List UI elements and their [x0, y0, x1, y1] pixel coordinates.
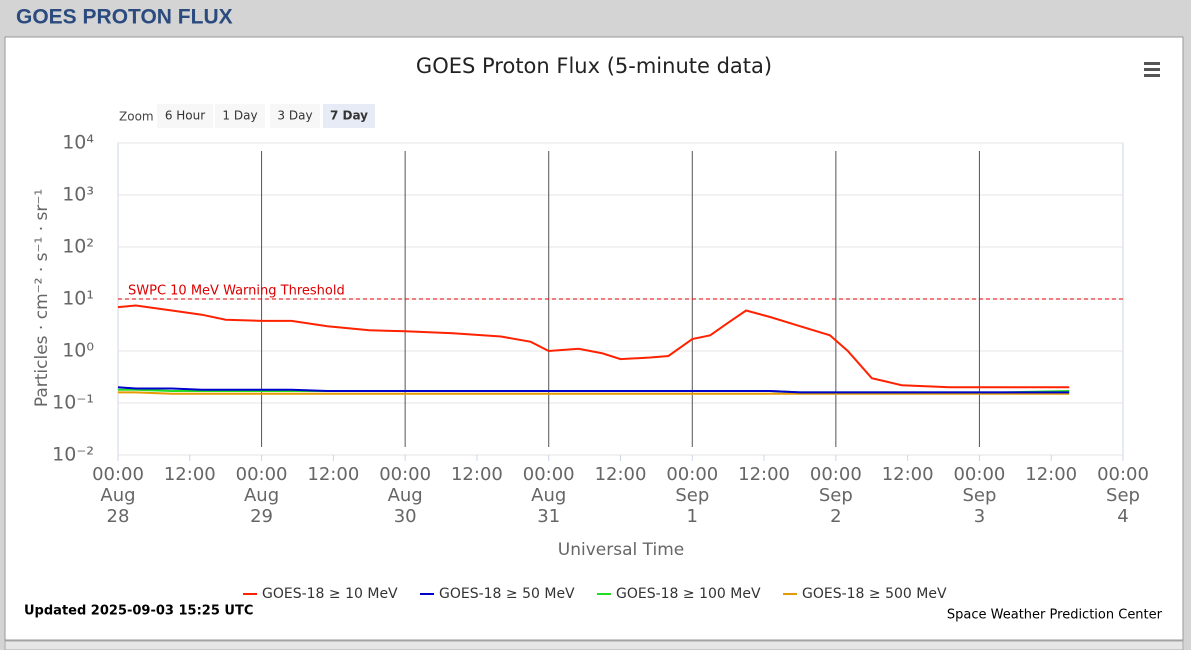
date-label: Aug 31 [531, 485, 567, 527]
date-label: Sep 3 [962, 485, 997, 527]
date-label-box: Sep 3 [962, 485, 997, 527]
legend-label: GOES-18 ≥ 50 MeV [439, 586, 575, 602]
date-label-box: Aug 31 [531, 485, 567, 527]
threshold-label: SWPC 10 MeV Warning Threshold [128, 284, 345, 299]
x-tick-label: 00:00 [236, 464, 288, 485]
date-label: Aug 30 [387, 485, 423, 527]
x-tick-label: 00:00 [810, 464, 862, 485]
x-tick-label: 12:00 [451, 464, 503, 485]
page-header: GOES PROTON FLUX [16, 6, 233, 29]
x-tick-label: 12:00 [595, 464, 647, 485]
x-tick-label: 00:00 [666, 464, 718, 485]
series-line [118, 391, 1070, 395]
date-label-box: Sep 4 [1106, 485, 1140, 527]
date-label-box: Sep 1 [675, 485, 710, 527]
x-tick-label: 00:00 [953, 464, 1005, 485]
y-tick-label: 10³ [62, 184, 94, 206]
date-label: Aug 28 [100, 485, 136, 527]
x-tick-label: 12:00 [307, 464, 359, 485]
series-line [117, 386, 1070, 394]
x-tick-label: 12:00 [738, 464, 790, 485]
y-tick-label: 10⁰ [62, 340, 94, 362]
legend-label: GOES-18 ≥ 10 MeV [262, 586, 398, 602]
x-axis-title: Universal Time [558, 540, 684, 560]
zoom-button-label: 3 Day [277, 109, 312, 123]
zoom-button-label: 6 Hour [165, 109, 205, 123]
y-tick-label: 10² [62, 236, 94, 258]
menu-button[interactable] [1144, 62, 1160, 77]
menu-bar [1144, 74, 1160, 77]
x-tick-label: 00:00 [92, 464, 144, 485]
date-label-box: Aug 29 [243, 485, 280, 527]
y-tick-label: 10⁻¹ [52, 392, 94, 414]
x-tick-label: 00:00 [379, 464, 431, 485]
x-tick-label: 00:00 [523, 464, 575, 485]
zoom-button-bg [215, 104, 265, 128]
zoom-button-bg [323, 104, 375, 128]
date-label: Sep 1 [675, 485, 710, 527]
zoom-button[interactable]: 3 Day [270, 104, 320, 128]
x-tick-label: 12:00 [882, 464, 934, 485]
legend-label: GOES-18 ≥ 500 MeV [802, 586, 947, 602]
date-label-box: Aug 28 [100, 485, 136, 527]
zoom-button-label: 1 Day [222, 109, 257, 123]
zoom-button-bg [157, 104, 213, 128]
scrollbar [4, 640, 1184, 650]
zoom-label: Zoom [119, 110, 154, 124]
zoom-button-bg [270, 104, 320, 128]
y-tick-label: 10⁴ [62, 132, 94, 154]
x-tick-label: 12:00 [164, 464, 216, 485]
date-label: Sep 4 [1106, 485, 1140, 527]
zoom-button-label: 7 Day [330, 109, 368, 123]
x-tick-label: 12:00 [1025, 464, 1077, 485]
date-label-box: Sep 2 [818, 485, 853, 527]
series-line [117, 304, 1070, 389]
updated-note: Updated 2025-09-03 15:25 UTC [24, 604, 253, 619]
y-tick-label: 10⁻² [52, 444, 94, 466]
date-label-box: Aug 30 [387, 485, 423, 527]
y-axis-title: Particles · cm⁻² · s⁻¹ · sr⁻¹ [32, 189, 52, 407]
zoom-button[interactable]: 7 Day [323, 104, 375, 128]
date-label: Aug 29 [243, 485, 280, 527]
menu-bar [1144, 68, 1160, 71]
y-tick-label: 10¹ [62, 288, 94, 310]
legend-label: GOES-18 ≥ 100 MeV [616, 586, 761, 602]
date-label: Sep 2 [818, 485, 853, 527]
credit: Space Weather Prediction Center [947, 608, 1163, 623]
x-tick-label: 00:00 [1097, 464, 1149, 485]
menu-bar [1144, 62, 1160, 65]
zoom-button[interactable]: 1 Day [215, 104, 265, 128]
chart-title: GOES Proton Flux (5-minute data) [416, 54, 772, 78]
zoom-button[interactable]: 6 Hour [157, 104, 213, 128]
